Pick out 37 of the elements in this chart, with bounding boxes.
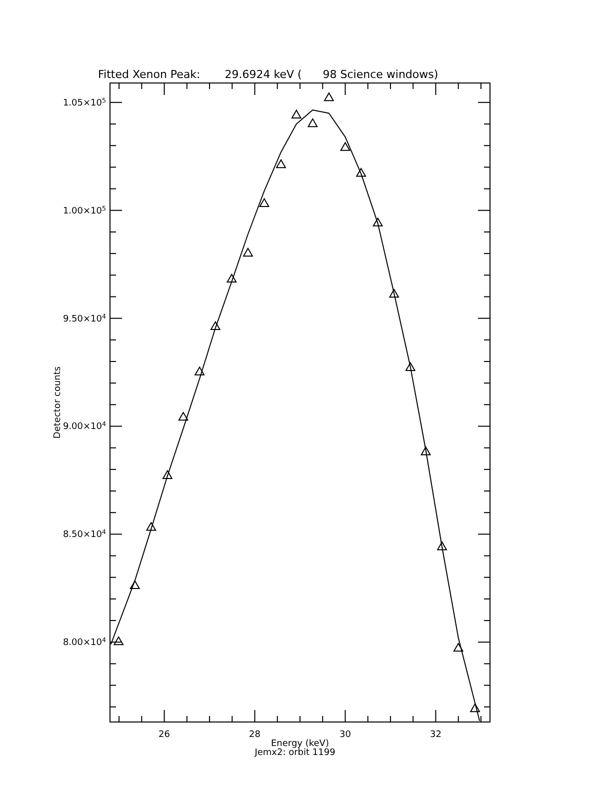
x-tick-label: 32 (430, 730, 442, 740)
y-tick-label: 9.00×10$^{4}$ (62, 420, 106, 432)
y-tick-label: 8.00×10$^{4}$ (62, 636, 106, 648)
point (470, 703, 480, 712)
point (194, 366, 204, 376)
point (162, 470, 172, 479)
x-tick-label: 26 (158, 730, 170, 740)
point (114, 636, 124, 646)
point (291, 110, 302, 118)
point (405, 362, 416, 372)
y-tick-label: 1.00×10$^{5}$ (62, 204, 106, 216)
point (356, 168, 366, 177)
y-tick-label: 8.50×10$^{4}$ (62, 528, 106, 540)
y-axis-title: Detector counts (53, 366, 63, 439)
point (420, 446, 431, 456)
y-tick-label: 9.50×10$^{4}$ (62, 312, 106, 324)
point (372, 218, 383, 226)
point (276, 159, 286, 168)
text: Jemx2: orbit 1199 (254, 748, 336, 758)
chart-title: Fitted Xenon Peak: 29.6924 keV ( 98 Science windows) (98, 68, 438, 81)
point (130, 580, 140, 590)
point (178, 412, 188, 421)
x-tick-label: 30 (340, 730, 352, 740)
point (389, 288, 400, 298)
point (146, 522, 156, 531)
point (324, 92, 334, 102)
point (226, 274, 237, 283)
point (210, 321, 220, 330)
y-tick-label: 1.05×10$^{5}$ (62, 96, 106, 108)
point (340, 142, 350, 151)
point (453, 642, 464, 652)
x-tick-label: 28 (249, 730, 261, 740)
x-axis-title: Energy (keV) (271, 739, 329, 749)
point (308, 118, 318, 128)
point (437, 542, 447, 550)
point (259, 198, 270, 207)
point (243, 248, 253, 257)
